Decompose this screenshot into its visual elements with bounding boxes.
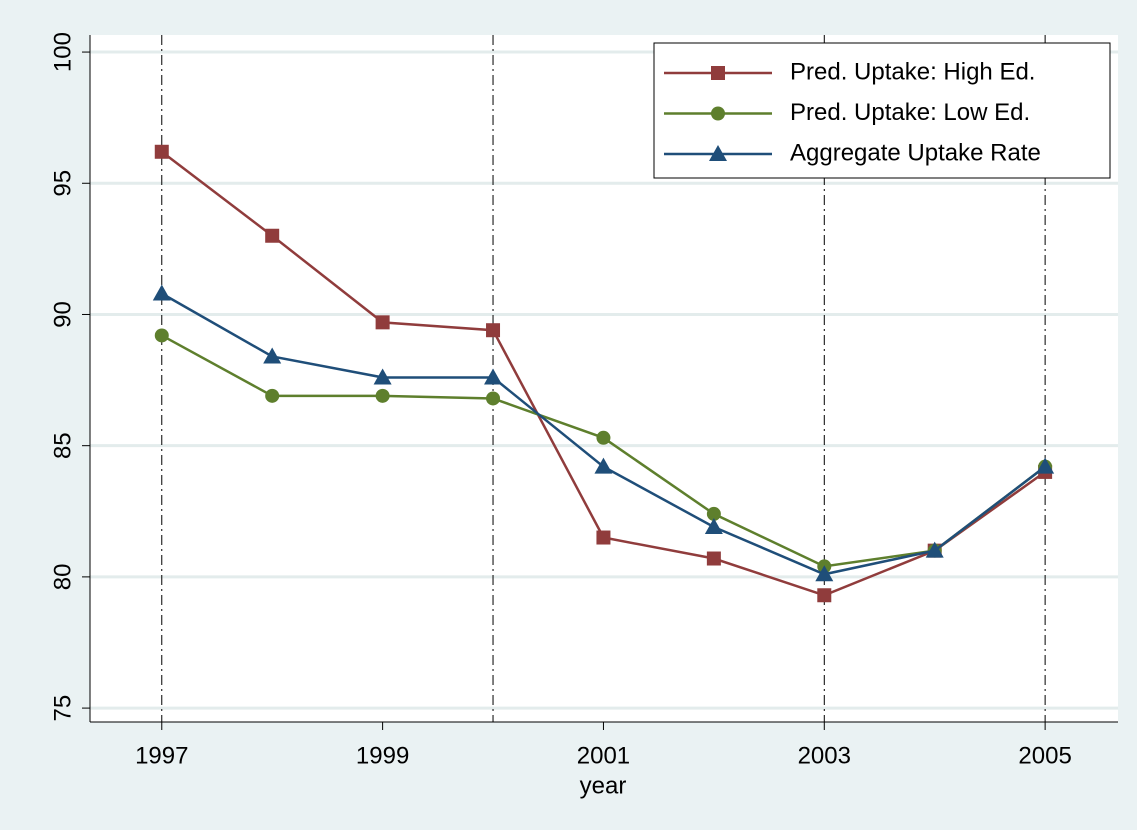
legend-box [653,42,1111,179]
marker [596,530,611,545]
marker [263,347,282,364]
marker [704,518,723,535]
marker [706,506,721,521]
legend-label: Pred. Uptake: High Ed. [790,58,1035,85]
marker [486,391,501,406]
legend-label: Aggregate Uptake Rate [790,139,1041,166]
marker [484,368,503,385]
x-axis-label: year [580,772,627,799]
marker [154,144,169,159]
x-tick-label: 1999 [356,742,409,769]
marker [265,388,280,403]
marker [152,284,171,301]
marker [817,588,832,603]
marker [375,315,390,330]
legend-marker [711,106,725,121]
legend-marker [711,66,725,80]
marker [375,388,390,403]
marker [265,228,280,243]
marker [486,323,501,338]
x-tick-label: 1997 [135,742,188,769]
marker [373,368,392,385]
x-tick-label: 2005 [1018,742,1071,769]
marker [154,328,169,343]
marker [706,551,721,566]
x-tick-label: 2001 [577,742,630,769]
marker [594,457,613,474]
marker [815,565,834,582]
y-tick-label: 100 [49,32,76,72]
x-tick-label: 2003 [798,742,851,769]
marker [1036,457,1055,474]
y-tick-label: 90 [49,301,76,328]
legend-marker [709,145,727,161]
legend-label: Pred. Uptake: Low Ed. [790,99,1030,126]
y-tick-label: 85 [49,432,76,459]
marker [596,430,611,445]
y-tick-label: 75 [49,695,76,722]
y-tick-label: 95 [49,170,76,197]
y-tick-label: 80 [49,564,76,591]
marker [925,541,944,558]
